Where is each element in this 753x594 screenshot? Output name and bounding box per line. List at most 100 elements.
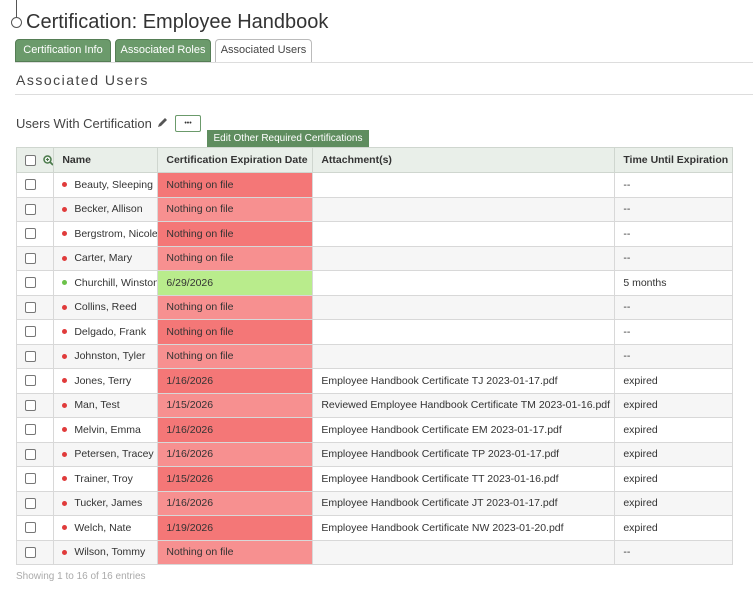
- name-cell: Bergstrom, Nicole: [53, 221, 159, 247]
- timeline-node: [11, 17, 22, 28]
- select-cell: [15, 245, 55, 271]
- name-cell: Becker, Allison: [53, 196, 159, 222]
- tab[interactable]: Certification Info: [15, 39, 111, 62]
- status-dot: [62, 353, 68, 359]
- time-until-expiration: expired: [614, 515, 733, 541]
- status-dot: [62, 402, 68, 408]
- time-until-expiration: --: [614, 294, 733, 320]
- header-row: Name Certification Expiration Date Attachm…: [15, 147, 733, 173]
- name-cell: Churchill, Winston: [53, 270, 159, 296]
- checkbox[interactable]: [25, 252, 36, 264]
- checkbox[interactable]: [25, 473, 36, 485]
- status-dot: [62, 329, 68, 335]
- attachment[interactable]: Reviewed Employee Handbook Certificate T…: [312, 392, 616, 418]
- time-until-expiration: 5 months: [614, 270, 733, 296]
- name-cell: Beauty, Sleeping: [53, 172, 159, 198]
- select-cell: [15, 539, 55, 565]
- page-title: Certification: Employee Handbook: [26, 11, 329, 33]
- checkbox[interactable]: [25, 179, 36, 191]
- attachment[interactable]: Employee Handbook Certificate JT 2023-01…: [312, 490, 616, 516]
- checkbox[interactable]: [25, 546, 36, 558]
- select-cell: [15, 441, 55, 467]
- checkbox[interactable]: [25, 277, 36, 289]
- checkbox[interactable]: [25, 301, 36, 313]
- checkbox[interactable]: [25, 497, 36, 509]
- zoom-icon[interactable]: [43, 154, 54, 166]
- time-until-expiration: --: [614, 196, 733, 222]
- user-name: Becker, Allison: [74, 203, 143, 216]
- tab-active[interactable]: Associated Users: [215, 39, 312, 62]
- time-until-expiration: expired: [614, 490, 733, 516]
- status-dot: [62, 182, 68, 188]
- attachment[interactable]: Employee Handbook Certificate TJ 2023-01…: [312, 368, 616, 394]
- checkbox[interactable]: [25, 154, 36, 166]
- checkbox[interactable]: [25, 448, 36, 460]
- expiration-date: 1/16/2026: [157, 490, 314, 516]
- status-dot: [62, 280, 68, 286]
- select-cell: [15, 196, 55, 222]
- checkbox[interactable]: [25, 424, 36, 436]
- edit-icon[interactable]: [156, 116, 169, 129]
- select-cell: [15, 392, 55, 418]
- select-cell: [15, 221, 55, 247]
- attachment[interactable]: Employee Handbook Certificate TT 2023-01…: [312, 466, 616, 492]
- user-name: Petersen, Tracey: [74, 448, 154, 461]
- checkbox[interactable]: [25, 522, 36, 534]
- divider: [15, 94, 753, 95]
- status-dot: [62, 427, 68, 433]
- status-dot: [62, 500, 68, 506]
- attachment: [312, 196, 616, 222]
- time-until-expiration: expired: [614, 417, 733, 443]
- expiration-date: Nothing on file: [157, 294, 314, 320]
- table-row: Johnston, Tyler Nothing on file --: [15, 343, 733, 369]
- name-cell: Delgado, Frank: [53, 319, 159, 345]
- tab[interactable]: Associated Roles: [115, 39, 211, 62]
- more-button[interactable]: •••: [175, 115, 201, 132]
- expiration-date: Nothing on file: [157, 319, 314, 345]
- status-dot: [62, 378, 68, 384]
- users-table: Name Certification Expiration Date Attachm…: [15, 147, 733, 565]
- select-cell: [15, 172, 55, 198]
- attachment[interactable]: Employee Handbook Certificate TP 2023-01…: [312, 441, 616, 467]
- column-header: Certification Expiration Date: [157, 147, 314, 173]
- column-header: Name: [53, 147, 159, 173]
- attachment: [312, 319, 616, 345]
- user-name: Beauty, Sleeping: [74, 178, 153, 191]
- name-cell: Johnston, Tyler: [53, 343, 159, 369]
- table-row: Collins, Reed Nothing on file --: [15, 294, 733, 320]
- select-cell: [15, 270, 55, 296]
- checkbox[interactable]: [25, 375, 36, 387]
- table-row: Trainer, Troy 1/15/2026 Employee Handbook …: [15, 466, 733, 492]
- select-cell: [15, 490, 55, 516]
- time-until-expiration: --: [614, 343, 733, 369]
- checkbox[interactable]: [25, 326, 36, 338]
- time-until-expiration: expired: [614, 466, 733, 492]
- expiration-date: 1/19/2026: [157, 515, 314, 541]
- attachment: [312, 343, 616, 369]
- select-cell: [15, 319, 55, 345]
- checkbox[interactable]: [25, 228, 36, 240]
- name-cell: Welch, Nate: [53, 515, 159, 541]
- user-name: Melvin, Emma: [74, 423, 141, 436]
- status-dot: [62, 451, 68, 457]
- attachment[interactable]: Employee Handbook Certificate EM 2023-01…: [312, 417, 616, 443]
- time-until-expiration: --: [614, 319, 733, 345]
- time-until-expiration: --: [614, 245, 733, 271]
- select-cell: [15, 417, 55, 443]
- checkbox[interactable]: [25, 399, 36, 411]
- attachment[interactable]: Employee Handbook Certificate NW 2023-01…: [312, 515, 616, 541]
- expiration-date: 6/29/2026: [157, 270, 314, 296]
- select-cell: [15, 294, 55, 320]
- name-cell: Man, Test: [53, 392, 159, 418]
- select-cell: [15, 368, 55, 394]
- attachment: [312, 221, 616, 247]
- expiration-date: Nothing on file: [157, 245, 314, 271]
- table-row: Delgado, Frank Nothing on file --: [15, 319, 733, 345]
- time-until-expiration: expired: [614, 441, 733, 467]
- checkbox[interactable]: [25, 350, 36, 362]
- checkbox[interactable]: [25, 203, 36, 215]
- expiration-date: 1/16/2026: [157, 417, 314, 443]
- status-dot: [62, 206, 68, 212]
- user-name: Wilson, Tommy: [74, 546, 146, 559]
